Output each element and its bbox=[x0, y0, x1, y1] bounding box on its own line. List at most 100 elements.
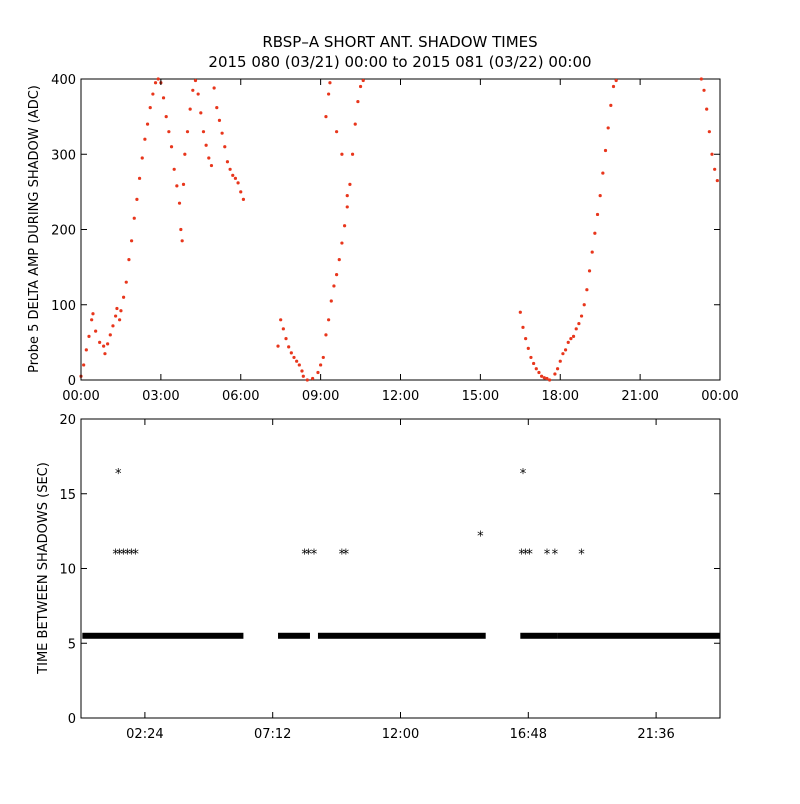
bottom-x-tick-label: 02:24 bbox=[126, 727, 163, 742]
data-point bbox=[524, 337, 528, 341]
data-point bbox=[279, 318, 283, 322]
data-point: * bbox=[518, 548, 525, 563]
data-point: * bbox=[343, 548, 350, 563]
data-point: * bbox=[128, 548, 135, 563]
bottom-y-tick-label: 15 bbox=[59, 488, 76, 503]
data-point bbox=[327, 92, 331, 96]
data-point bbox=[103, 352, 107, 356]
data-point bbox=[217, 118, 222, 122]
data-point bbox=[177, 201, 182, 205]
data-point bbox=[191, 88, 195, 92]
data-point: * bbox=[578, 548, 585, 563]
data-point bbox=[340, 241, 344, 245]
data-point bbox=[321, 355, 325, 360]
top-x-tick-label: 21:00 bbox=[621, 389, 658, 404]
data-point bbox=[169, 145, 174, 149]
data-point bbox=[526, 346, 530, 350]
top-y-tick-label: 400 bbox=[51, 73, 76, 88]
data-point bbox=[233, 176, 238, 180]
data-point: * bbox=[477, 530, 484, 545]
data-point bbox=[356, 99, 360, 104]
data-point bbox=[209, 163, 214, 168]
data-point bbox=[231, 173, 235, 177]
data-point: * bbox=[311, 548, 318, 563]
top-y-tick-label: 100 bbox=[51, 299, 76, 314]
data-point: * bbox=[526, 548, 533, 563]
data-point bbox=[172, 167, 176, 171]
data-point bbox=[188, 107, 192, 111]
data-point bbox=[175, 184, 179, 188]
bottom-points: ******* *** ******* * * * bbox=[112, 467, 585, 563]
data-point bbox=[606, 126, 610, 130]
data-point bbox=[542, 376, 546, 380]
top-y-tick-label: 200 bbox=[51, 224, 76, 239]
data-point bbox=[518, 310, 522, 314]
data-point bbox=[108, 333, 112, 337]
data-point bbox=[98, 340, 102, 344]
data-point bbox=[82, 363, 86, 367]
data-point bbox=[204, 143, 208, 147]
data-point: * bbox=[116, 548, 123, 563]
data-point bbox=[84, 348, 88, 352]
data-point bbox=[540, 374, 544, 378]
data-point: * bbox=[339, 548, 346, 563]
data-point bbox=[337, 258, 341, 262]
data-point bbox=[287, 345, 291, 349]
data-point bbox=[566, 340, 570, 344]
data-point: * bbox=[132, 548, 139, 563]
data-point bbox=[340, 152, 344, 156]
data-point bbox=[281, 327, 285, 331]
data-point bbox=[590, 250, 594, 254]
data-point bbox=[106, 342, 110, 346]
data-point bbox=[185, 130, 190, 134]
data-point bbox=[167, 130, 171, 134]
bottom-yticks: 0 5 10 15 20 bbox=[59, 413, 720, 727]
bottom-x-tick-label: 21:36 bbox=[637, 727, 674, 742]
chart-title-line2: 2015 080 (03/21) 00:00 to 2015 081 (03/2… bbox=[208, 53, 591, 71]
data-point bbox=[153, 81, 158, 85]
data-point bbox=[601, 171, 605, 175]
data-point bbox=[236, 181, 240, 185]
bottom-xticks: 02:24 07:12 12:00 16:48 21:36 bbox=[126, 419, 675, 742]
data-point bbox=[545, 376, 549, 381]
baseline-band bbox=[520, 632, 558, 639]
panel-bottom: ******* *** ******* * * * 02:24 07:12 12:00 16:4… bbox=[36, 413, 721, 742]
data-point bbox=[555, 367, 560, 371]
data-point bbox=[111, 324, 115, 328]
data-point bbox=[324, 115, 328, 119]
data-point bbox=[145, 122, 150, 126]
data-point bbox=[284, 337, 288, 341]
baseline-band bbox=[278, 632, 310, 639]
data-point bbox=[328, 81, 332, 85]
data-point bbox=[148, 105, 152, 110]
data-point bbox=[327, 318, 331, 322]
top-x-tick-label: 09:00 bbox=[302, 389, 339, 404]
data-point bbox=[561, 352, 565, 356]
bottom-y-tick-label: 20 bbox=[59, 413, 76, 428]
data-point bbox=[199, 111, 203, 115]
data-point bbox=[212, 86, 216, 90]
data-point bbox=[345, 194, 349, 198]
baseline-band bbox=[557, 632, 720, 639]
data-point bbox=[585, 288, 589, 292]
data-point bbox=[595, 212, 600, 217]
data-point bbox=[161, 96, 166, 100]
data-point: * bbox=[544, 548, 551, 563]
data-point bbox=[532, 361, 536, 366]
data-point bbox=[207, 156, 211, 160]
data-point: * bbox=[115, 467, 122, 482]
data-point bbox=[569, 337, 573, 341]
data-point bbox=[119, 309, 123, 313]
data-point bbox=[353, 122, 357, 126]
data-point bbox=[358, 84, 363, 89]
data-point bbox=[223, 145, 227, 149]
top-x-tick-label: 12:00 bbox=[382, 389, 419, 404]
top-x-tick-label: 15:00 bbox=[462, 389, 499, 404]
panel-top: 00:00 03:00 06:00 09:00 12:00 15:00 18:00 21:00… bbox=[27, 73, 739, 404]
data-point bbox=[574, 327, 578, 331]
data-point bbox=[311, 376, 315, 381]
bottom-plot-frame bbox=[80, 418, 721, 719]
data-point bbox=[135, 197, 139, 201]
data-point bbox=[319, 363, 323, 367]
data-point bbox=[558, 359, 562, 363]
